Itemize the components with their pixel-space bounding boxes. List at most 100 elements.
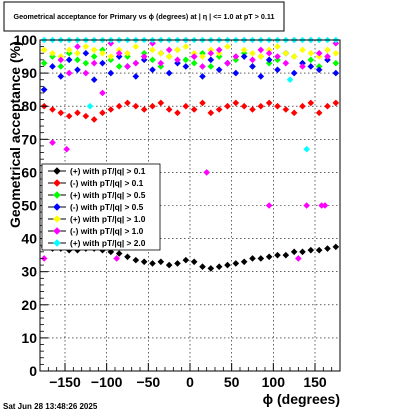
- x-tick-label: 100: [262, 374, 286, 390]
- data-point: [149, 102, 156, 110]
- data-point: [174, 109, 181, 117]
- data-point: [115, 63, 123, 70]
- data-point: [290, 53, 298, 60]
- data-point: [282, 106, 290, 113]
- data-point: [199, 73, 206, 80]
- data-point: [107, 53, 115, 60]
- data-point: [90, 53, 98, 60]
- data-point: [174, 46, 181, 54]
- data-point: [274, 251, 281, 259]
- data-point: [274, 53, 281, 60]
- data-point: [274, 43, 281, 50]
- data-point: [157, 99, 165, 107]
- data-point: [65, 46, 73, 54]
- data-point: [149, 260, 156, 267]
- data-point: [321, 202, 329, 209]
- data-point: [324, 53, 331, 60]
- x-tick-label: −50: [136, 374, 160, 390]
- data-point: [113, 255, 120, 262]
- legend-label: (+) with pT/|q| > 0.1: [70, 166, 146, 176]
- data-point: [249, 49, 256, 57]
- data-point: [295, 255, 302, 262]
- data-point: [274, 66, 281, 74]
- x-axis-label: ϕ (degrees): [263, 391, 340, 407]
- legend-marker: [53, 227, 61, 235]
- data-point: [182, 43, 190, 50]
- data-point: [57, 109, 65, 117]
- data-point: [49, 63, 56, 70]
- data-point: [199, 63, 206, 70]
- data-point: [74, 49, 81, 57]
- y-tick-label: 60: [21, 164, 37, 180]
- data-point: [140, 258, 148, 266]
- data-point: [90, 59, 98, 67]
- data-point: [199, 53, 206, 60]
- data-point: [140, 106, 148, 113]
- data-point: [132, 73, 140, 80]
- data-point: [290, 248, 298, 256]
- data-point: [207, 49, 215, 57]
- data-point: [99, 89, 106, 97]
- data-point: [40, 59, 48, 67]
- legend-marker: [53, 191, 61, 199]
- data-point: [82, 112, 90, 120]
- data-point: [286, 76, 294, 84]
- y-tick-label: 0: [29, 363, 37, 379]
- data-point: [165, 69, 173, 77]
- data-point: [224, 59, 231, 67]
- data-point: [203, 169, 210, 176]
- x-tick-label: −100: [91, 374, 123, 390]
- data-point: [124, 53, 131, 60]
- data-point: [240, 49, 248, 57]
- data-point: [140, 56, 148, 64]
- data-point: [265, 99, 273, 107]
- data-point: [324, 102, 331, 110]
- data-point: [115, 49, 123, 57]
- data-point: [74, 66, 81, 74]
- legend-marker: [53, 215, 61, 223]
- data-point: [303, 145, 310, 153]
- timestamp: Sat Jun 28 13:48:26 2025: [3, 402, 98, 411]
- data-point: [182, 63, 190, 70]
- legend-marker: [53, 203, 61, 211]
- data-point: [257, 46, 265, 54]
- legend-label: (-) with pT/|q| > 0.1: [70, 178, 144, 188]
- y-tick-label: 80: [21, 98, 37, 114]
- data-point: [215, 46, 223, 54]
- data-point: [265, 59, 273, 67]
- legend-label: (+) with pT/|q| > 0.5: [70, 190, 146, 200]
- data-point: [165, 261, 173, 269]
- data-point: [332, 243, 340, 251]
- data-point: [240, 53, 248, 60]
- data-point: [190, 258, 198, 266]
- data-point: [240, 46, 248, 54]
- data-point: [149, 46, 156, 54]
- data-point: [65, 69, 73, 77]
- legend-label: (+) with pT/|q| > 2.0: [70, 238, 146, 248]
- data-point: [257, 53, 265, 60]
- data-point: [249, 56, 256, 64]
- data-point: [215, 106, 223, 113]
- data-point: [174, 260, 181, 267]
- data-point: [207, 56, 215, 64]
- data-point: [124, 253, 131, 261]
- data-point: [257, 255, 265, 262]
- data-point: [165, 46, 173, 54]
- data-point: [282, 251, 290, 259]
- data-point: [107, 69, 115, 77]
- data-point: [307, 99, 315, 107]
- data-point: [190, 53, 198, 60]
- data-point: [315, 53, 323, 60]
- data-point: [299, 46, 306, 54]
- data-point: [74, 109, 81, 117]
- data-point: [282, 49, 290, 57]
- y-tick-label: 20: [21, 297, 37, 313]
- data-point: [99, 49, 106, 57]
- data-point: [90, 76, 98, 84]
- data-point: [124, 49, 131, 57]
- data-point: [232, 53, 240, 60]
- series-1: [40, 99, 340, 123]
- data-point: [149, 40, 156, 47]
- data-point: [215, 66, 223, 74]
